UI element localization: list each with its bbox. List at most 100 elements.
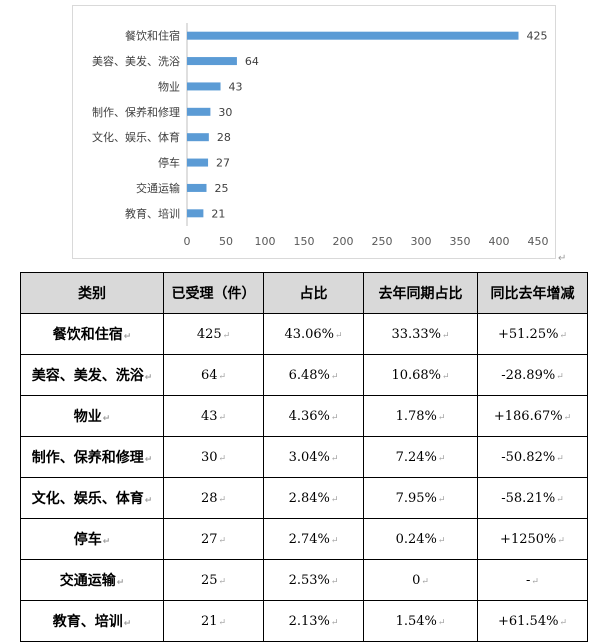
paragraph-mark-icon: ↵ bbox=[144, 373, 153, 383]
paragraph-mark-icon: ↵ bbox=[218, 576, 227, 587]
cell-last-year-share: 0↵ bbox=[363, 559, 478, 601]
cell-share: 4.36%↵ bbox=[263, 395, 364, 437]
paragraph-mark-icon: ↵ bbox=[218, 453, 227, 464]
cell-accepted-count: 25↵ bbox=[163, 559, 264, 601]
x-tick-label: 250 bbox=[372, 235, 393, 248]
category-label: 美容、美发、洗浴 bbox=[92, 54, 180, 68]
category-label: 餐饮和住宿 bbox=[125, 29, 180, 43]
cell-category: 停车↵ bbox=[20, 518, 164, 560]
cell-yoy-change: -28.89%↵ bbox=[477, 354, 588, 396]
data-label: 64 bbox=[245, 55, 259, 68]
bar bbox=[187, 107, 211, 116]
category-label: 文化、娱乐、体育 bbox=[92, 130, 180, 144]
cell-share: 3.04%↵ bbox=[263, 436, 364, 478]
data-label: 43 bbox=[229, 80, 243, 93]
category-label: 制作、保养和修理 bbox=[92, 105, 180, 119]
paragraph-mark-icon: ↵ bbox=[437, 412, 446, 423]
header-share: 占比 bbox=[263, 272, 364, 314]
cell-accepted-count: 21↵ bbox=[163, 600, 264, 642]
cell-share: 2.84%↵ bbox=[263, 477, 364, 519]
bar bbox=[187, 82, 221, 91]
paragraph-mark-icon: ↵ bbox=[330, 617, 339, 628]
data-label: 27 bbox=[216, 157, 230, 170]
bar-chart: 餐饮和住宿 425 美容、美发、洗浴 64 物业 43 制作、保养和修理 30 文化、娱乐、体育… bbox=[92, 23, 549, 248]
paragraph-mark-icon: ↵ bbox=[330, 453, 339, 464]
cell-yoy-change: +1250%↵ bbox=[477, 518, 588, 560]
paragraph-mark-icon: ↵ bbox=[335, 330, 343, 341]
table-row: 文化、娱乐、体育↵ 28↵ 2.84%↵ 7.95%↵ -58.21%↵ bbox=[20, 477, 588, 519]
cell-category: 物业↵ bbox=[20, 395, 164, 437]
paragraph-mark-icon: ↵ bbox=[558, 253, 567, 264]
cell-share: 43.06%↵ bbox=[263, 313, 364, 355]
table-row: 美容、美发、洗浴↵ 64↵ 6.48%↵ 10.68%↵ -28.89%↵ bbox=[20, 354, 588, 396]
category-label: 物业 bbox=[158, 79, 180, 93]
cell-yoy-change: +186.67%↵ bbox=[477, 395, 588, 437]
table-row: 交通运输↵ 25↵ 2.53%↵ 0↵ -↵ bbox=[20, 559, 588, 601]
paragraph-mark-icon: ↵ bbox=[556, 494, 564, 505]
cell-share: 6.48%↵ bbox=[263, 354, 364, 396]
paragraph-mark-icon: ↵ bbox=[556, 453, 564, 464]
x-tick-label: 300 bbox=[411, 235, 432, 248]
paragraph-mark-icon: ↵ bbox=[218, 494, 227, 505]
paragraph-mark-icon: ↵ bbox=[218, 617, 227, 628]
table-row: 教育、培训↵ 21↵ 2.13%↵ 1.54%↵ +61.54%↵ bbox=[20, 600, 588, 642]
header-accepted-count: 已受理（件） bbox=[163, 272, 264, 314]
paragraph-mark-icon: ↵ bbox=[437, 453, 446, 464]
cell-yoy-change: +61.54%↵ bbox=[477, 600, 588, 642]
x-tick-label: 350 bbox=[450, 235, 471, 248]
cell-accepted-count: 64↵ bbox=[163, 354, 264, 396]
x-tick-label: 450 bbox=[528, 235, 549, 248]
paragraph-mark-icon: ↵ bbox=[218, 412, 227, 423]
cell-last-year-share: 10.68%↵ bbox=[363, 354, 478, 396]
cell-yoy-change: +51.25%↵ bbox=[477, 313, 588, 355]
category-label: 交通运输 bbox=[136, 181, 180, 195]
cell-share: 2.74%↵ bbox=[263, 518, 364, 560]
paragraph-mark-icon: ↵ bbox=[144, 455, 153, 465]
paragraph-mark-icon: ↵ bbox=[144, 496, 153, 506]
cell-yoy-change: -58.21%↵ bbox=[477, 477, 588, 519]
cell-yoy-change: -50.82%↵ bbox=[477, 436, 588, 478]
data-label: 21 bbox=[211, 207, 225, 220]
x-tick-label: 150 bbox=[294, 235, 315, 248]
complaint-stats-table: 类别 已受理（件） 占比 去年同期占比 同比去年增减 餐饮和住宿↵ 425↵ 43.… bbox=[20, 272, 588, 642]
paragraph-mark-icon: ↵ bbox=[222, 330, 231, 341]
cell-last-year-share: 7.24%↵ bbox=[363, 436, 478, 478]
table-row: 制作、保养和修理↵ 30↵ 3.04%↵ 7.24%↵ -50.82%↵ bbox=[20, 436, 588, 478]
paragraph-mark-icon: ↵ bbox=[218, 371, 227, 382]
paragraph-mark-icon: ↵ bbox=[442, 371, 450, 382]
paragraph-mark-icon: ↵ bbox=[330, 371, 339, 382]
bar bbox=[187, 158, 209, 167]
cell-accepted-count: 30↵ bbox=[163, 436, 264, 478]
cell-accepted-count: 43↵ bbox=[163, 395, 264, 437]
cell-share: 2.13%↵ bbox=[263, 600, 364, 642]
bar bbox=[187, 31, 519, 40]
table-row: 停车↵ 27↵ 2.74%↵ 0.24%↵ +1250%↵ bbox=[20, 518, 588, 560]
cell-share: 2.53%↵ bbox=[263, 559, 364, 601]
header-last-year-share: 去年同期占比 bbox=[363, 272, 478, 314]
data-label: 28 bbox=[217, 131, 231, 144]
paragraph-mark-icon: ↵ bbox=[531, 576, 539, 587]
cell-last-year-share: 0.24%↵ bbox=[363, 518, 478, 560]
cell-category: 美容、美发、洗浴↵ bbox=[20, 354, 164, 396]
x-tick-label: 400 bbox=[489, 235, 510, 248]
paragraph-mark-icon: ↵ bbox=[437, 535, 446, 546]
category-label: 教育、培训 bbox=[125, 206, 180, 220]
paragraph-mark-icon: ↵ bbox=[559, 617, 567, 628]
paragraph-mark-icon: ↵ bbox=[330, 494, 339, 505]
paragraph-mark-icon: ↵ bbox=[330, 576, 339, 587]
table-header-row: 类别 已受理（件） 占比 去年同期占比 同比去年增减 bbox=[20, 272, 588, 314]
paragraph-mark-icon: ↵ bbox=[218, 535, 227, 546]
cell-category: 交通运输↵ bbox=[20, 559, 164, 601]
cell-last-year-share: 7.95%↵ bbox=[363, 477, 478, 519]
cell-category: 教育、培训↵ bbox=[20, 600, 164, 642]
paragraph-mark-icon: ↵ bbox=[330, 535, 339, 546]
bar bbox=[187, 57, 237, 66]
paragraph-mark-icon: ↵ bbox=[421, 576, 429, 587]
cell-category: 制作、保养和修理↵ bbox=[20, 436, 164, 478]
paragraph-mark-icon: ↵ bbox=[123, 332, 132, 342]
category-label: 停车 bbox=[158, 156, 180, 170]
bar bbox=[187, 183, 207, 192]
paragraph-mark-icon: ↵ bbox=[437, 494, 446, 505]
data-label: 425 bbox=[527, 30, 548, 43]
table-row: 餐饮和住宿↵ 425↵ 43.06%↵ 33.33%↵ +51.25%↵ bbox=[20, 313, 588, 355]
